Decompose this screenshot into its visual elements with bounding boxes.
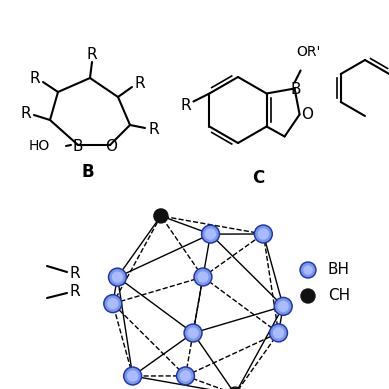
Text: B: B — [290, 82, 301, 97]
Text: R: R — [135, 75, 145, 91]
Circle shape — [300, 262, 316, 278]
Circle shape — [304, 266, 312, 274]
Circle shape — [178, 368, 193, 384]
Text: R: R — [87, 47, 97, 61]
Circle shape — [109, 268, 126, 286]
Text: CH: CH — [328, 289, 350, 303]
Circle shape — [125, 368, 140, 384]
Circle shape — [186, 326, 201, 340]
Circle shape — [194, 268, 212, 286]
Text: HO: HO — [29, 139, 50, 153]
Circle shape — [188, 328, 198, 338]
Circle shape — [278, 301, 288, 311]
Circle shape — [108, 299, 118, 308]
Text: BH: BH — [328, 263, 350, 277]
Circle shape — [104, 294, 122, 313]
Circle shape — [202, 225, 219, 243]
Circle shape — [205, 229, 216, 239]
Circle shape — [184, 324, 202, 342]
Text: O: O — [301, 107, 314, 122]
Circle shape — [203, 226, 218, 242]
Circle shape — [195, 270, 210, 284]
Circle shape — [271, 325, 286, 340]
Circle shape — [198, 272, 208, 282]
Circle shape — [301, 263, 314, 277]
Circle shape — [154, 209, 168, 223]
Circle shape — [258, 229, 268, 239]
Text: O: O — [105, 138, 117, 154]
Text: R: R — [30, 70, 40, 86]
Text: R: R — [70, 266, 80, 280]
Text: C: C — [252, 169, 264, 187]
Text: R: R — [21, 105, 31, 121]
Text: R: R — [149, 121, 159, 137]
Circle shape — [301, 289, 315, 303]
Circle shape — [273, 328, 284, 338]
Circle shape — [256, 226, 271, 242]
Circle shape — [128, 371, 138, 381]
Text: R: R — [180, 98, 191, 113]
Circle shape — [276, 299, 291, 314]
Circle shape — [228, 387, 242, 389]
Circle shape — [177, 367, 194, 385]
Circle shape — [105, 296, 120, 311]
Circle shape — [270, 324, 287, 342]
Circle shape — [180, 371, 191, 381]
Text: R: R — [70, 284, 80, 300]
Text: B: B — [82, 163, 94, 181]
Circle shape — [110, 270, 125, 285]
Text: B: B — [73, 138, 83, 154]
Text: OR': OR' — [296, 44, 321, 58]
Circle shape — [124, 367, 142, 385]
Circle shape — [254, 225, 272, 243]
Circle shape — [274, 297, 292, 315]
Circle shape — [112, 272, 123, 282]
